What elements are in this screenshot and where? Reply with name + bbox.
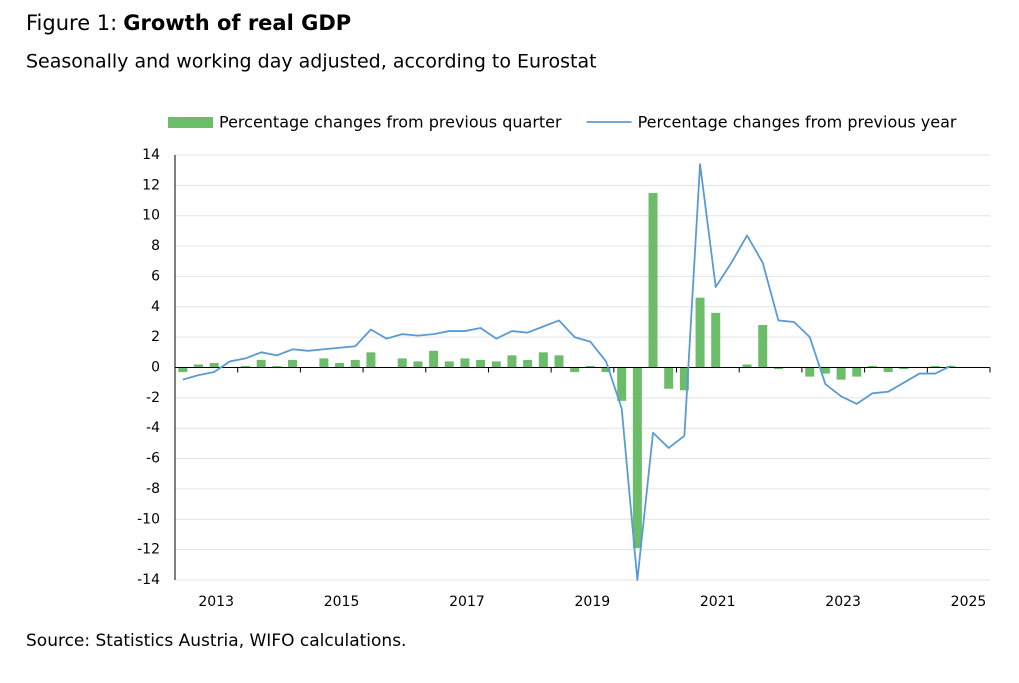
bar xyxy=(538,352,548,368)
line xyxy=(182,163,952,581)
bar xyxy=(899,367,909,370)
bar xyxy=(350,359,360,368)
bar xyxy=(664,367,674,389)
y-tick-label: 0 xyxy=(151,360,160,376)
bar xyxy=(773,367,783,370)
legend-label: Percentage changes from previous year xyxy=(638,113,957,132)
bar xyxy=(585,365,595,368)
y-tick-label: 8 xyxy=(151,238,160,254)
y-tick-label: 14 xyxy=(142,147,160,163)
subtitle: Seasonally and working day adjusted, acc… xyxy=(26,51,597,73)
bar xyxy=(209,362,219,368)
bar xyxy=(852,367,862,377)
bar xyxy=(554,355,564,368)
bar xyxy=(820,367,830,374)
bar xyxy=(476,359,486,368)
y-tick-label: -12 xyxy=(137,542,160,558)
bar xyxy=(256,359,266,368)
legend-label: Percentage changes from previous quarter xyxy=(219,113,562,132)
y-tick-label: -10 xyxy=(137,511,160,527)
title: Figure 1: Growth of real GDP xyxy=(26,11,351,35)
bar xyxy=(883,367,893,373)
bar xyxy=(507,355,517,368)
x-tick-label: 2015 xyxy=(324,594,360,610)
bar xyxy=(413,361,423,368)
y-tick-label: -2 xyxy=(146,390,160,406)
bar xyxy=(758,325,768,368)
legend-swatch xyxy=(168,117,213,128)
bar xyxy=(241,365,251,368)
bar xyxy=(491,361,501,368)
y-tick-label: -14 xyxy=(137,572,160,588)
bar xyxy=(319,358,329,368)
bar xyxy=(601,367,611,373)
bar xyxy=(429,350,439,368)
y-tick-label: 10 xyxy=(142,208,160,224)
bar xyxy=(444,361,454,368)
bar xyxy=(397,358,407,368)
x-tick-label: 2019 xyxy=(575,594,611,610)
bar xyxy=(867,365,877,368)
bar xyxy=(178,367,188,373)
bar xyxy=(523,359,533,368)
bar xyxy=(335,362,345,368)
x-tick-label: 2025 xyxy=(951,594,987,610)
y-tick-label: 2 xyxy=(151,329,160,345)
y-tick-label: 12 xyxy=(142,177,160,193)
chart-title: Growth of real GDP xyxy=(123,11,351,35)
y-tick-label: -8 xyxy=(146,481,160,497)
bar xyxy=(288,359,298,368)
bar xyxy=(632,367,642,549)
x-tick-label: 2017 xyxy=(449,594,485,610)
y-tick-label: 6 xyxy=(151,268,160,284)
x-tick-label: 2013 xyxy=(198,594,234,610)
bar xyxy=(742,364,752,368)
bar xyxy=(460,358,470,368)
bar xyxy=(648,192,658,368)
bar xyxy=(836,367,846,380)
bar xyxy=(617,367,627,401)
y-tick-label: 4 xyxy=(151,299,160,315)
figure-label: Figure 1: xyxy=(26,11,117,35)
source: Source: Statistics Austria, WIFO calcula… xyxy=(26,631,406,651)
y-tick-label: -6 xyxy=(146,451,160,467)
bar xyxy=(272,365,282,368)
bar xyxy=(695,297,705,368)
bar xyxy=(930,365,940,368)
y-tick-label: -4 xyxy=(146,420,160,436)
x-tick-label: 2023 xyxy=(825,594,861,610)
bar xyxy=(711,312,721,368)
bar xyxy=(570,367,580,373)
bar xyxy=(679,367,689,391)
bar xyxy=(805,367,815,377)
bar xyxy=(194,364,204,368)
bar xyxy=(366,352,376,368)
x-tick-label: 2021 xyxy=(700,594,736,610)
